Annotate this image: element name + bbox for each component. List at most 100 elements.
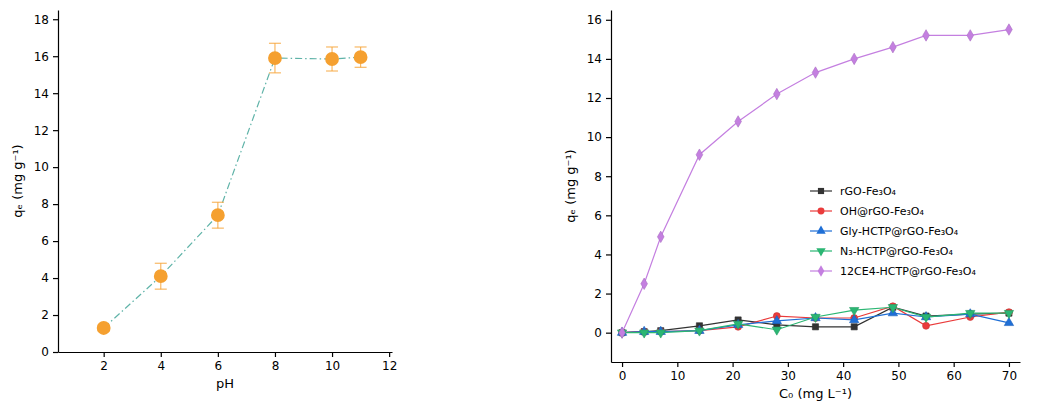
error-bar-cap xyxy=(355,67,367,68)
y-tick-mark xyxy=(53,204,58,205)
y-tick: 12 xyxy=(34,124,58,138)
y-tick: 2 xyxy=(594,287,611,301)
x-tick-label: 10 xyxy=(670,369,685,383)
y-tick-mark xyxy=(606,137,611,138)
series-line xyxy=(622,30,1009,333)
error-bar-cap xyxy=(212,228,224,229)
x-tick: 8 xyxy=(272,352,280,373)
data-point xyxy=(733,321,742,329)
series-line xyxy=(622,307,1009,332)
y-tick-mark xyxy=(53,56,58,57)
x-tick-label: 2 xyxy=(100,359,108,373)
data-point xyxy=(773,88,780,99)
y-tick: 16 xyxy=(34,50,58,64)
y-tick-label: 0 xyxy=(594,326,602,340)
x-tick-label: 4 xyxy=(157,359,165,373)
error-bar xyxy=(326,47,338,71)
x-tick: 10 xyxy=(325,352,340,373)
y-axis-title: qₑ (mg g⁻¹) xyxy=(10,144,25,217)
y-tick-mark xyxy=(606,333,611,334)
data-point xyxy=(354,50,368,64)
legend-item: N₃-HCTP@rGO-Fe₃O₄ xyxy=(810,245,953,258)
y-tick: 8 xyxy=(41,197,58,211)
y-tick: 0 xyxy=(41,345,58,359)
x-tick-label: 0 xyxy=(619,369,627,383)
x-axis-line xyxy=(59,352,393,353)
x-tick: 6 xyxy=(215,352,223,373)
data-point xyxy=(211,208,225,222)
chart: 24681012024681012141618pHqₑ (mg g⁻¹) xyxy=(10,11,397,392)
plot-area xyxy=(97,43,368,335)
data-point xyxy=(967,30,974,41)
x-tick-label: 50 xyxy=(891,369,906,383)
x-tick: 0 xyxy=(619,362,627,383)
data-point xyxy=(154,269,168,283)
data-point xyxy=(966,310,975,318)
y-tick-label: 6 xyxy=(41,234,49,248)
y-tick-mark xyxy=(53,278,58,279)
error-bar xyxy=(269,43,281,73)
y-tick-mark xyxy=(606,176,611,177)
data-point xyxy=(619,327,626,338)
series-line xyxy=(622,306,1009,332)
data-point xyxy=(325,52,339,66)
y-axis-line xyxy=(611,11,612,363)
y-tick-label: 16 xyxy=(34,50,49,64)
x-axis-title: pH xyxy=(216,376,234,391)
y-axis: 024681012141618 xyxy=(34,11,59,360)
data-point xyxy=(656,330,665,338)
y-tick-label: 4 xyxy=(594,248,602,262)
legend-symbol xyxy=(818,265,825,276)
legend-symbol xyxy=(818,208,825,215)
y-tick-label: 0 xyxy=(41,345,49,359)
y-tick-mark xyxy=(606,20,611,21)
error-bar-cap xyxy=(212,202,224,203)
y-tick: 0 xyxy=(594,326,611,340)
x-tick: 30 xyxy=(781,362,796,383)
x-tick-mark xyxy=(332,352,333,357)
data-point xyxy=(851,324,857,330)
series-line xyxy=(104,57,361,328)
y-tick: 4 xyxy=(594,248,611,262)
data-point xyxy=(772,327,781,335)
x-axis: 24681012 xyxy=(59,352,398,373)
x-axis-title: C₀ (mg L⁻¹) xyxy=(779,386,852,401)
plot-area xyxy=(617,24,1013,339)
y-tick-label: 10 xyxy=(34,160,49,174)
y-tick-label: 16 xyxy=(587,13,602,27)
data-point xyxy=(268,51,282,65)
y-tick: 2 xyxy=(41,308,58,322)
legend-item: rGO-Fe₃O₄ xyxy=(810,185,897,198)
data-point xyxy=(812,324,818,330)
data-point xyxy=(772,316,781,324)
data-point xyxy=(921,314,930,322)
error-bar-cap xyxy=(269,72,281,73)
x-tick: 4 xyxy=(157,352,165,373)
legend-symbol xyxy=(818,188,824,194)
data-point xyxy=(97,321,111,335)
error-bar-cap xyxy=(269,43,281,44)
y-axis: 0246810121416 xyxy=(587,11,612,363)
x-tick: 40 xyxy=(836,362,851,383)
y-tick: 14 xyxy=(34,87,58,101)
x-tick-label: 20 xyxy=(725,369,740,383)
y-tick: 4 xyxy=(41,271,58,285)
series-line xyxy=(622,313,1009,333)
figure: 24681012024681012141618pHqₑ (mg g⁻¹)0102… xyxy=(0,0,1040,413)
series-line xyxy=(622,307,1009,332)
data-point xyxy=(888,305,897,313)
y-tick-label: 12 xyxy=(587,91,602,105)
error-bar-cap xyxy=(355,46,367,47)
x-tick-mark xyxy=(275,352,276,357)
x-tick-label: 8 xyxy=(272,359,280,373)
data-point xyxy=(923,322,930,329)
y-tick-mark xyxy=(53,315,58,316)
x-tick-label: 60 xyxy=(947,369,962,383)
y-tick: 10 xyxy=(34,160,58,174)
data-point xyxy=(850,307,859,315)
y-tick: 16 xyxy=(587,13,611,27)
y-tick-label: 10 xyxy=(587,130,602,144)
y-tick-mark xyxy=(606,254,611,255)
data-point xyxy=(923,30,930,41)
x-tick-mark xyxy=(954,362,955,367)
